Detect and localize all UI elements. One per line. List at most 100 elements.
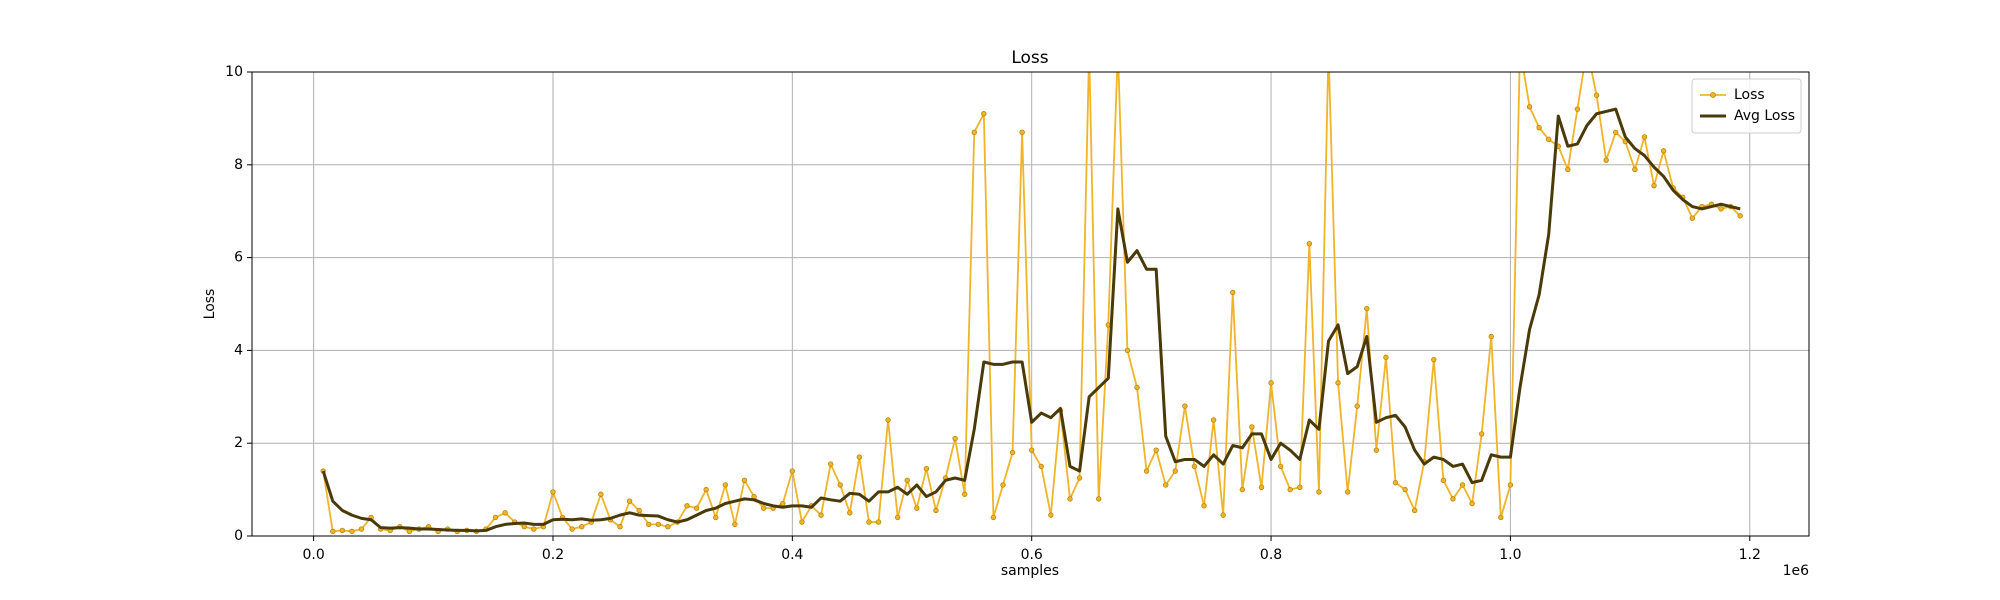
data-point — [1191, 463, 1198, 470]
data-point — [914, 505, 920, 511]
legend-label: Avg Loss — [1734, 108, 1795, 124]
data-point — [1076, 475, 1083, 481]
x-offset-label: 1e6 — [1783, 563, 1810, 579]
data-point — [971, 129, 977, 136]
data-point — [1009, 449, 1016, 456]
data-point — [330, 528, 336, 535]
y-tick-label: 8 — [234, 157, 243, 173]
data-point — [550, 489, 556, 495]
data-point — [1440, 477, 1447, 484]
data-point — [569, 526, 575, 532]
data-point — [703, 486, 709, 493]
legend: Loss Avg Loss — [1691, 78, 1802, 134]
data-point — [1258, 484, 1265, 490]
data-point — [741, 477, 748, 484]
data-point — [1163, 482, 1169, 488]
data-point — [1124, 347, 1131, 354]
data-point — [1134, 384, 1140, 391]
data-point — [1450, 496, 1456, 502]
data-point — [1536, 124, 1542, 131]
data-point — [1526, 104, 1533, 110]
data-point — [1565, 166, 1571, 173]
data-point — [1335, 380, 1341, 386]
data-point — [1613, 129, 1619, 136]
data-point — [732, 521, 738, 528]
plot-area — [320, 72, 1743, 535]
data-point — [617, 524, 623, 530]
data-point — [1297, 484, 1303, 490]
chart-title: Loss — [1011, 48, 1048, 68]
data-point — [856, 454, 863, 460]
data-point — [1067, 496, 1073, 502]
data-point — [1507, 482, 1514, 488]
data-point — [1718, 206, 1724, 212]
data-point — [789, 468, 796, 474]
x-tick-label: 0.8 — [1260, 547, 1282, 563]
data-point — [827, 461, 834, 467]
data-point — [1277, 463, 1284, 470]
data-point — [1689, 215, 1696, 221]
data-point — [1478, 431, 1485, 437]
data-point — [875, 519, 882, 525]
legend-marker — [1710, 92, 1716, 98]
data-point — [760, 505, 767, 511]
data-point — [1651, 182, 1657, 189]
x-tick-label: 0.4 — [781, 547, 803, 563]
data-point — [349, 528, 355, 535]
data-point — [837, 482, 843, 488]
data-point — [1546, 136, 1552, 142]
data-point — [655, 521, 662, 528]
data-point — [1354, 403, 1360, 409]
data-point — [1660, 148, 1667, 154]
data-point — [1143, 468, 1150, 474]
data-point — [1172, 468, 1179, 474]
data-point — [693, 505, 700, 511]
data-point — [339, 527, 346, 534]
data-point — [1431, 356, 1437, 363]
data-point — [1488, 333, 1494, 340]
data-point — [1603, 157, 1609, 163]
data-point — [1048, 512, 1054, 518]
data-point — [799, 519, 805, 525]
data-point — [713, 514, 719, 521]
ticks: 0.0 0.2 0.4 0.6 0.8 1.0 1.2 0 2 4 6 8 10 — [225, 64, 1761, 563]
x-tick-label: 0.2 — [542, 547, 564, 563]
data-point — [684, 503, 690, 509]
data-point — [531, 526, 537, 532]
data-point — [579, 524, 585, 530]
data-point — [1737, 213, 1743, 219]
data-point — [866, 519, 872, 525]
series-line — [321, 107, 1741, 533]
data-point — [636, 507, 642, 514]
data-point — [1306, 240, 1313, 247]
data-point — [1268, 380, 1274, 386]
data-point — [885, 417, 891, 423]
x-axis-label: samples — [1001, 563, 1059, 579]
axes-frame — [251, 71, 1810, 537]
data-point — [1344, 489, 1351, 495]
legend-label: Loss — [1734, 87, 1765, 103]
data-point — [1402, 486, 1408, 493]
data-point — [1364, 305, 1370, 312]
data-point — [1000, 482, 1006, 488]
y-tick-label: 6 — [234, 250, 243, 266]
data-point — [1038, 463, 1044, 470]
data-point — [1249, 424, 1255, 430]
data-point — [646, 521, 652, 528]
y-tick-label: 10 — [225, 64, 243, 80]
data-point — [1574, 106, 1581, 112]
data-point — [923, 466, 930, 472]
data-point — [1641, 134, 1648, 140]
data-point — [952, 435, 958, 442]
data-point — [1230, 289, 1236, 296]
data-point — [847, 510, 853, 516]
data-point — [933, 507, 939, 514]
x-tick-label: 1.0 — [1499, 547, 1521, 563]
data-point — [1411, 507, 1418, 514]
data-point — [894, 514, 901, 521]
data-point — [990, 514, 997, 521]
y-axis-label: Loss — [202, 289, 218, 320]
x-tick-label: 1.2 — [1739, 547, 1761, 563]
data-point — [1392, 479, 1399, 486]
